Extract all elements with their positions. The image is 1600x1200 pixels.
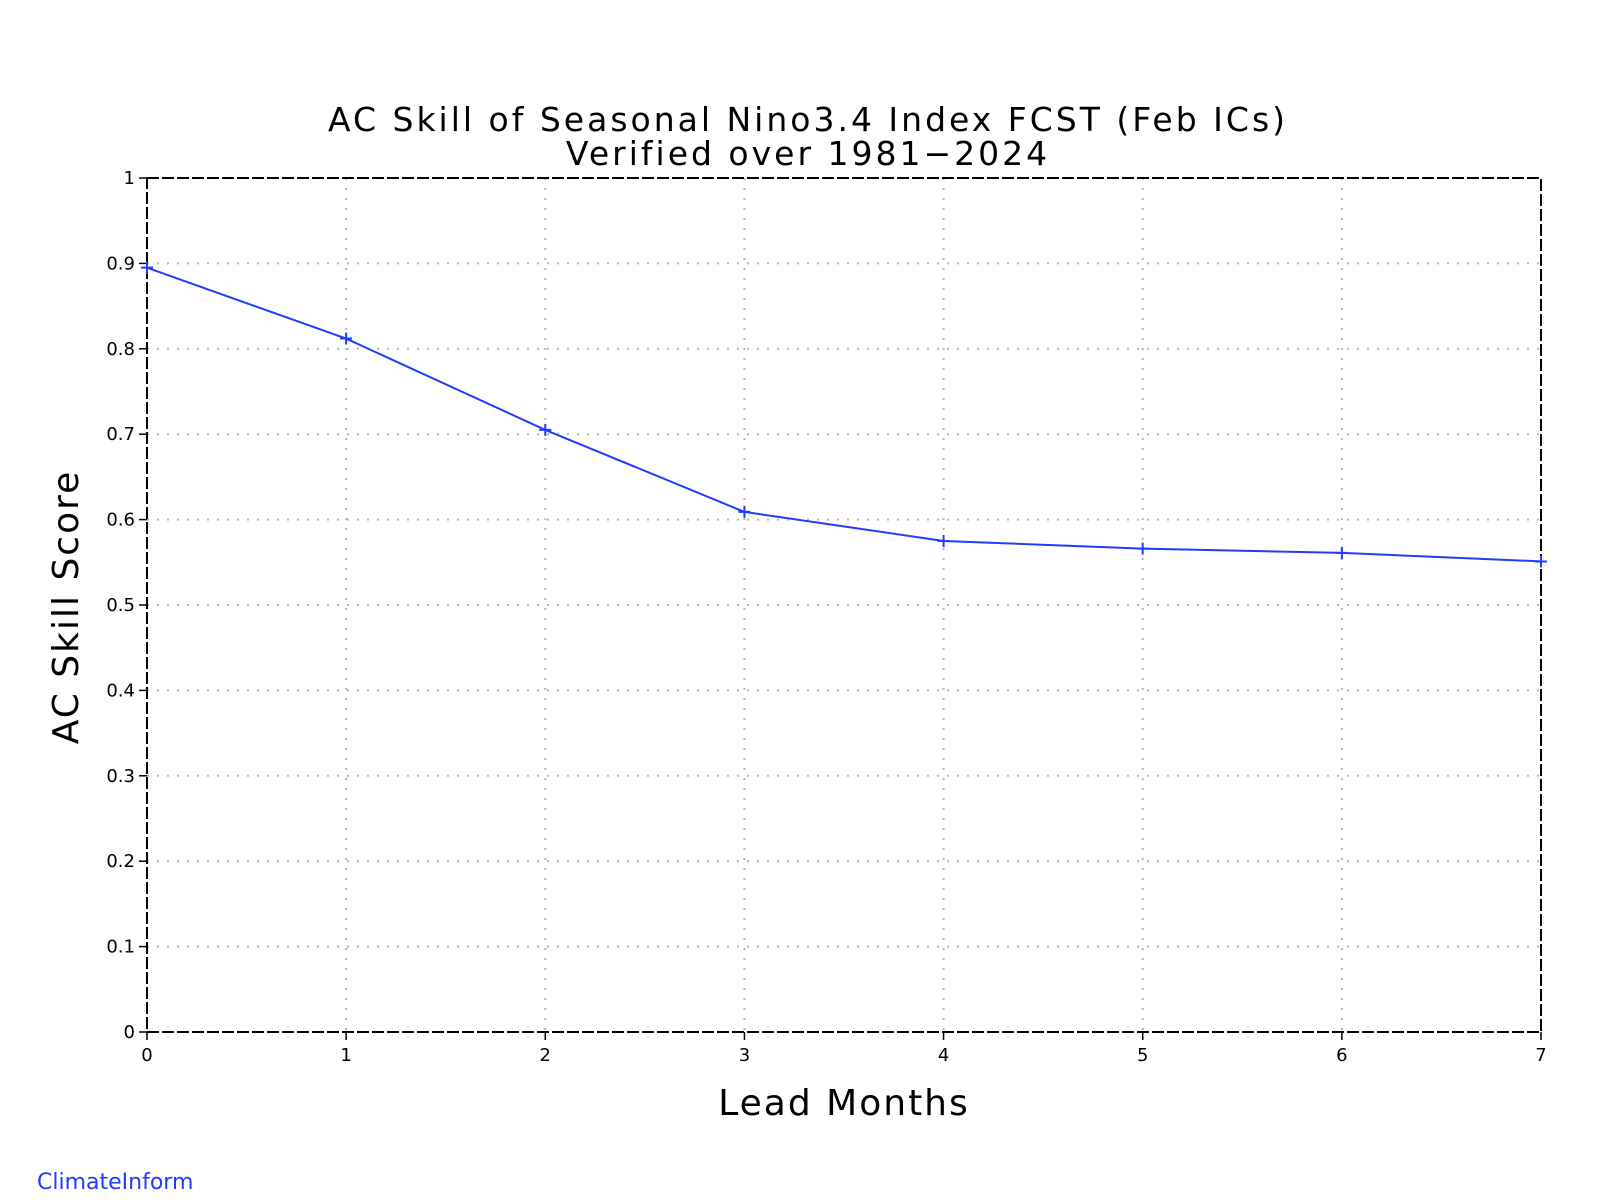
- data-point-marker: [1535, 555, 1547, 568]
- data-point-marker: [1335, 546, 1348, 559]
- y-tick-label: 0.7: [106, 424, 135, 445]
- y-tick-label: 0.9: [106, 253, 135, 274]
- y-axis-label: AC Skill Score: [46, 470, 87, 745]
- y-tick-label: 0: [124, 1022, 135, 1043]
- chart-subtitle: Verified over 1981−2024: [566, 134, 1050, 173]
- y-tick-label: 0.1: [106, 937, 135, 958]
- x-tick-label: 2: [540, 1045, 551, 1066]
- y-tick-label: 0.8: [106, 339, 135, 360]
- y-tick-label: 0.5: [106, 595, 135, 616]
- data-point-marker: [340, 332, 353, 345]
- data-point-marker: [141, 261, 153, 274]
- data-point-marker: [539, 423, 552, 436]
- y-tick-label: 0.6: [106, 510, 135, 531]
- y-axis-ticks: 0 0.1 0.2 0.3 0.4 0.5 0.6 0.7 0.8 0.9 1: [106, 168, 147, 1043]
- chart-title: AC Skill of Seasonal Nino3.4 Index FCST …: [328, 100, 1288, 139]
- y-tick-label: 0.4: [106, 680, 135, 701]
- x-tick-label: 1: [340, 1045, 351, 1066]
- credit-text: ClimateInform: [37, 1170, 194, 1195]
- x-tick-label: 7: [1535, 1045, 1546, 1066]
- series-line: [146, 266, 1542, 563]
- x-tick-label: 6: [1336, 1045, 1347, 1066]
- x-axis-ticks: 0 1 2 3 4 5 6 7: [141, 1032, 1547, 1066]
- x-tick-label: 4: [938, 1045, 949, 1066]
- data-point-marker: [1136, 542, 1149, 555]
- x-tick-label: 5: [1137, 1045, 1148, 1066]
- x-tick-label: 3: [739, 1045, 750, 1066]
- x-tick-label: 0: [141, 1045, 152, 1066]
- y-tick-label: 1: [124, 168, 135, 189]
- plot-border: [146, 177, 1542, 1033]
- grid: [147, 178, 1541, 1032]
- series: [141, 261, 1547, 568]
- data-point-marker: [738, 505, 751, 518]
- x-axis-label: Lead Months: [718, 1083, 970, 1124]
- y-tick-label: 0.2: [106, 851, 135, 872]
- y-tick-label: 0.3: [106, 766, 135, 787]
- data-point-marker: [937, 534, 950, 547]
- plot-frame: [146, 177, 1542, 1033]
